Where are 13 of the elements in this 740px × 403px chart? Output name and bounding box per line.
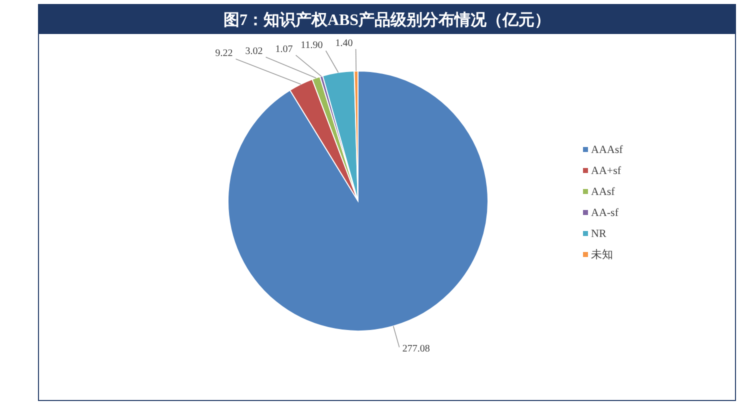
legend-label: AAAsf	[591, 144, 624, 156]
legend-label: NR	[591, 228, 607, 240]
data-label: 1.40	[335, 38, 353, 50]
data-label: 3.02	[245, 46, 263, 58]
data-label: 11.90	[300, 40, 323, 51]
data-label: 277.08	[402, 343, 430, 354]
chart-title: 图7：知识产权ABS产品级别分布情况（亿元）	[223, 11, 551, 29]
legend-label: 未知	[591, 248, 613, 261]
data-label: 1.07	[275, 44, 293, 56]
legend-label: AAsf	[591, 186, 616, 198]
legend-label: AA+sf	[591, 165, 622, 177]
legend-label: AA-sf	[591, 207, 619, 219]
data-label: 9.22	[215, 48, 233, 59]
